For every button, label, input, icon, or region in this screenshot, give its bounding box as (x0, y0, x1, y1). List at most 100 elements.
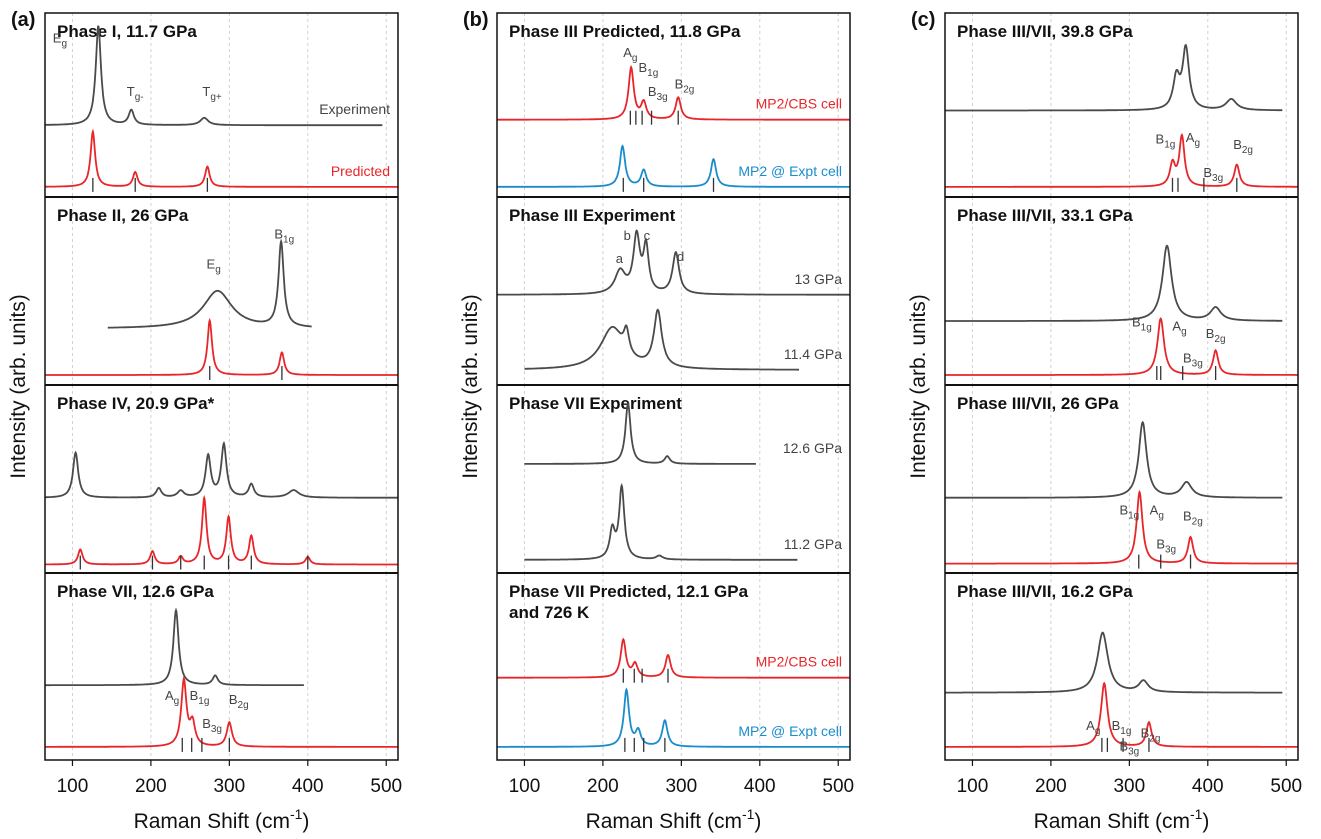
peak-label: Tg- (127, 84, 144, 103)
spectrum (107, 238, 312, 329)
frame (44, 12, 399, 761)
panel-column: (c) Intensity (arb. units) Raman Shift (cm… (907, 9, 1302, 833)
peak-label-text: E (53, 30, 62, 45)
peak-label-text: B (638, 60, 647, 75)
peak-label: B1g (274, 226, 294, 245)
peak-label-sub: g (1194, 138, 1200, 149)
peak-label: B1g (638, 60, 658, 79)
spectrum (497, 64, 850, 121)
spectrum (524, 401, 756, 465)
peak-label-sub: 1g (1141, 323, 1152, 334)
peak-label: d (677, 249, 684, 264)
peak-label-text: B (675, 76, 684, 91)
x-tick-label: 100 (509, 776, 541, 797)
panel-title: Phase VII, 12.6 GPa (57, 582, 214, 601)
peak-label-text: B (229, 692, 238, 707)
panel-letter: (c) (911, 9, 935, 31)
peak-label: B1g (1119, 503, 1139, 522)
x-axis-label: Raman Shift (cm-1) (586, 806, 762, 833)
peak-label-sub: 2g (683, 84, 694, 95)
spectrum (45, 25, 383, 127)
panel-title: Phase III/VII, 26 GPa (957, 394, 1119, 413)
peak-label: B3g (1183, 350, 1203, 369)
peak-label-text: B (1156, 132, 1165, 147)
peak-label-sub: 2g (1242, 145, 1253, 156)
panel-title: Phase IV, 20.9 GPa* (57, 394, 215, 413)
peak-label-text: B (190, 688, 199, 703)
peak-label-sub: 3g (1165, 545, 1176, 556)
panel-letter: (b) (463, 9, 489, 31)
spectrum (945, 631, 1283, 694)
x-tick-label: 400 (292, 776, 324, 797)
peak-label-sub: g (1095, 726, 1101, 737)
spectrum (945, 244, 1283, 322)
peak-label-text: A (165, 688, 174, 703)
peak-label-text: B (202, 716, 211, 731)
peak-label-text: B (1119, 739, 1128, 754)
trace-label: Predicted (331, 163, 390, 179)
panel-title: Phase III Experiment (509, 206, 676, 225)
peak-label-text: B (1156, 537, 1165, 552)
x-axis-label-sup: -1 (742, 806, 755, 822)
panel-title: Phase II, 26 GPa (57, 206, 189, 225)
peak-label: B3g (648, 84, 668, 103)
spectrum (524, 482, 798, 561)
x-tick-label: 200 (587, 776, 619, 797)
peak-label: B2g (1183, 508, 1203, 527)
spectrum (45, 494, 398, 566)
panel-title: Phase III/VII, 39.8 GPa (957, 22, 1133, 41)
peak-label-sub: 2g (238, 700, 249, 711)
peak-label-sub: 1g (198, 696, 209, 707)
x-tick-label: 300 (665, 776, 697, 797)
x-tick-label: 200 (135, 776, 167, 797)
x-tick-label: 500 (1270, 776, 1302, 797)
peak-label-text: B (1141, 726, 1150, 741)
spectrum (45, 440, 398, 499)
peak-label-sub: 1g (283, 234, 294, 245)
peak-label-text: A (1172, 318, 1181, 333)
panel-letter: (a) (11, 9, 35, 31)
peak-label-sub: 3g (657, 92, 668, 103)
peak-label-sub: g- (135, 92, 144, 103)
trace-label: 12.6 GPa (783, 440, 842, 456)
peak-label-text: a (616, 251, 624, 266)
peak-label-text: b (624, 228, 631, 243)
peak-label-text: T (202, 84, 210, 99)
trace-label: 13 GPa (795, 271, 843, 287)
peak-label-text: B (1206, 326, 1215, 341)
peak-label-text: T (127, 84, 135, 99)
peak-label-sub: 3g (1128, 747, 1139, 758)
x-tick-label: 300 (213, 776, 245, 797)
peak-label: B1g (1112, 718, 1132, 737)
trace-label: 11.2 GPa (784, 536, 842, 552)
peak-label-sub: 2g (1214, 334, 1225, 345)
spectrum (45, 676, 398, 748)
peak-label-text: A (1150, 503, 1159, 518)
peak-label: Ag (1186, 130, 1200, 149)
peak-label-sub: g (1181, 326, 1187, 337)
x-axis-label-sup: -1 (1190, 806, 1203, 822)
panel-title: Phase VII Experiment (509, 394, 682, 413)
peak-label: Ag (165, 688, 179, 707)
peak-label-text: d (677, 249, 684, 264)
peak-label: B1g (1132, 315, 1152, 334)
x-tick-label: 300 (1113, 776, 1145, 797)
peak-label: B3g (1119, 739, 1139, 758)
spectrum (945, 681, 1298, 748)
x-tick-label: 100 (57, 776, 89, 797)
peak-label-sub: 3g (1212, 173, 1223, 184)
peak-label-sub: 1g (1128, 511, 1139, 522)
spectrum (45, 607, 304, 687)
peak-label-text: B (1119, 503, 1128, 518)
peak-label: B1g (1156, 132, 1176, 151)
trace-label: MP2 @ Expt cell (738, 163, 842, 179)
y-axis-label: Intensity (arb. units) (459, 294, 482, 478)
trace-label: MP2/CBS cell (756, 96, 842, 112)
x-axis-label-end: ) (302, 810, 309, 833)
x-tick-label: 400 (1192, 776, 1224, 797)
spectrum (497, 687, 850, 748)
peak-label: c (644, 228, 651, 243)
peak-label-text: B (1233, 137, 1242, 152)
peak-label-text: B (1183, 350, 1192, 365)
